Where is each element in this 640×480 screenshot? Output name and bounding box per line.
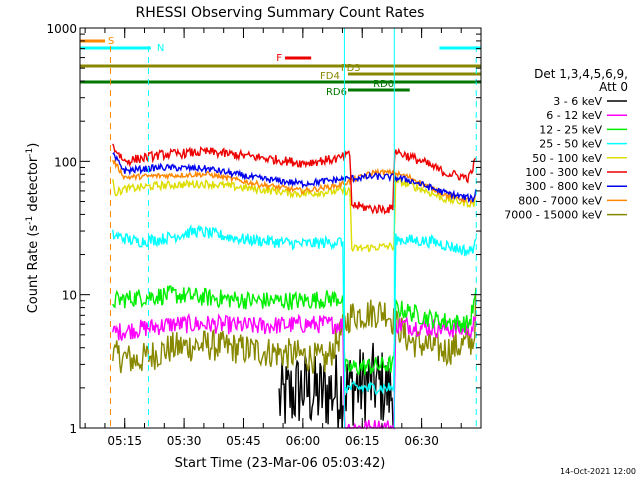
series-line bbox=[112, 176, 476, 253]
x-tick-label: 05:30 bbox=[167, 434, 202, 448]
legend-label: 800 - 7000 keV bbox=[518, 194, 602, 207]
x-axis-label: Start Time (23-Mar-06 05:03:42) bbox=[175, 456, 386, 471]
y-tick-label: 10 bbox=[62, 289, 77, 303]
flag-label: N bbox=[157, 43, 164, 54]
series-line bbox=[112, 158, 477, 205]
flag-label: RD6 bbox=[326, 87, 347, 98]
series-line bbox=[112, 224, 477, 395]
series-line bbox=[112, 312, 477, 431]
y-tick-label: 1000 bbox=[46, 22, 77, 36]
y-axis-label: Count Rate (s-1 detector-1) bbox=[25, 143, 41, 314]
x-tick-label: 05:15 bbox=[107, 434, 142, 448]
x-tick-label: 06:30 bbox=[404, 434, 439, 448]
series-line bbox=[112, 287, 477, 374]
x-tick-label: 06:15 bbox=[345, 434, 380, 448]
legend-label: 12 - 25 keV bbox=[539, 123, 602, 136]
x-tick-label: 05:45 bbox=[226, 434, 261, 448]
flag-label: FD4 bbox=[320, 71, 340, 82]
legend-label: 3 - 6 keV bbox=[553, 95, 602, 108]
flag-label: RD0 bbox=[373, 79, 394, 90]
y-axis: 1 10 100 1000 bbox=[46, 22, 481, 436]
data-series bbox=[112, 143, 477, 431]
x-tick-label: 06:00 bbox=[286, 434, 321, 448]
flag-label: S bbox=[108, 36, 114, 47]
legend-label: 50 - 100 keV bbox=[532, 152, 602, 165]
legend-label: 25 - 50 keV bbox=[539, 138, 602, 151]
legend-header-attenuator: Att 0 bbox=[599, 80, 628, 94]
chart-title: RHESSI Observing Summary Count Rates bbox=[136, 5, 425, 21]
generation-timestamp: 14-Oct-2021 12:00 bbox=[560, 467, 636, 476]
series-line bbox=[112, 143, 477, 215]
x-axis: 05:15 05:30 05:45 06:00 06:15 06:30 bbox=[84, 28, 462, 448]
legend-label: 7000 - 15000 keV bbox=[504, 209, 602, 222]
legend-label: 100 - 300 keV bbox=[525, 166, 602, 179]
legend-label: 6 - 12 keV bbox=[546, 109, 602, 122]
plot-frame bbox=[79, 27, 482, 429]
y-tick-label: 1 bbox=[69, 422, 77, 436]
y-tick-label: 100 bbox=[54, 155, 77, 169]
series-line bbox=[112, 151, 477, 203]
series-line bbox=[278, 342, 394, 429]
flag-label: F bbox=[276, 53, 282, 64]
marker-lines bbox=[109, 28, 477, 428]
flag-label: FD3 bbox=[341, 63, 361, 74]
legend-header-detectors: Det 1,3,4,5,6,9, bbox=[534, 67, 628, 81]
series-line bbox=[112, 285, 477, 376]
legend-label: 300 - 800 keV bbox=[525, 180, 602, 193]
